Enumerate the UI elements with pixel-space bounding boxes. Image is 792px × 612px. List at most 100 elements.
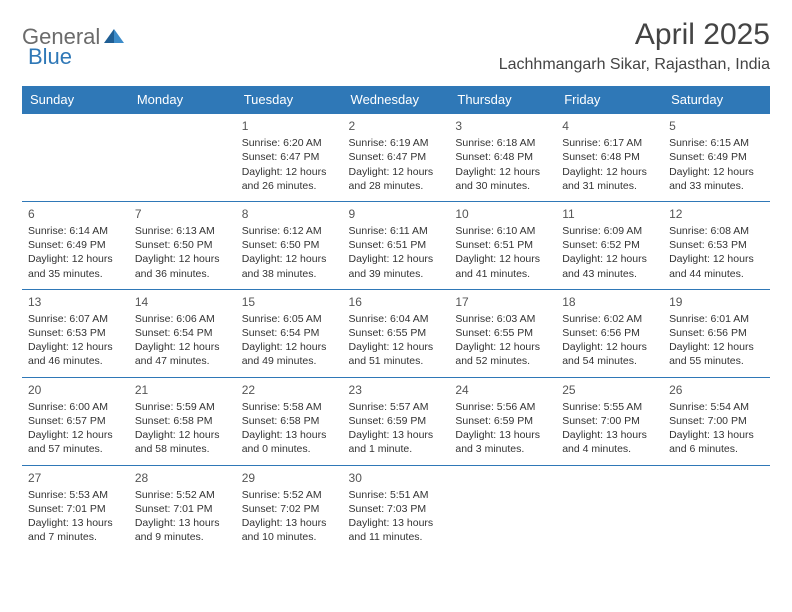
cell-line-ss: Sunset: 6:51 PM — [455, 238, 550, 252]
day-number: 16 — [349, 294, 444, 310]
cell-line-sr: Sunrise: 6:01 AM — [669, 312, 764, 326]
day-number: 9 — [349, 206, 444, 222]
cell-line-d1: Daylight: 13 hours — [135, 516, 230, 530]
day-number: 5 — [669, 118, 764, 134]
cell-line-sr: Sunrise: 6:17 AM — [562, 136, 657, 150]
calendar-cell: 24Sunrise: 5:56 AMSunset: 6:59 PMDayligh… — [449, 377, 556, 465]
cell-line-d1: Daylight: 12 hours — [349, 165, 444, 179]
calendar-cell: 9Sunrise: 6:11 AMSunset: 6:51 PMDaylight… — [343, 201, 450, 289]
calendar-cell: 6Sunrise: 6:14 AMSunset: 6:49 PMDaylight… — [22, 201, 129, 289]
calendar-cell: 26Sunrise: 5:54 AMSunset: 7:00 PMDayligh… — [663, 377, 770, 465]
calendar-cell: 15Sunrise: 6:05 AMSunset: 6:54 PMDayligh… — [236, 289, 343, 377]
day-header: Saturday — [663, 86, 770, 114]
cell-line-ss: Sunset: 6:53 PM — [28, 326, 123, 340]
cell-line-sr: Sunrise: 6:18 AM — [455, 136, 550, 150]
cell-line-d2: and 41 minutes. — [455, 267, 550, 281]
day-number: 13 — [28, 294, 123, 310]
cell-line-d2: and 4 minutes. — [562, 442, 657, 456]
cell-line-ss: Sunset: 7:03 PM — [349, 502, 444, 516]
calendar-cell: 21Sunrise: 5:59 AMSunset: 6:58 PMDayligh… — [129, 377, 236, 465]
day-number: 8 — [242, 206, 337, 222]
day-number: 15 — [242, 294, 337, 310]
day-number: 26 — [669, 382, 764, 398]
calendar-cell: 29Sunrise: 5:52 AMSunset: 7:02 PMDayligh… — [236, 465, 343, 552]
cell-line-ss: Sunset: 6:59 PM — [455, 414, 550, 428]
cell-line-sr: Sunrise: 6:08 AM — [669, 224, 764, 238]
cell-line-d1: Daylight: 13 hours — [669, 428, 764, 442]
cell-line-sr: Sunrise: 6:07 AM — [28, 312, 123, 326]
calendar-cell: 16Sunrise: 6:04 AMSunset: 6:55 PMDayligh… — [343, 289, 450, 377]
cell-line-d2: and 11 minutes. — [349, 530, 444, 544]
calendar-cell: 14Sunrise: 6:06 AMSunset: 6:54 PMDayligh… — [129, 289, 236, 377]
calendar-cell — [129, 114, 236, 202]
calendar-cell: 27Sunrise: 5:53 AMSunset: 7:01 PMDayligh… — [22, 465, 129, 552]
cell-line-d2: and 52 minutes. — [455, 354, 550, 368]
day-number: 4 — [562, 118, 657, 134]
day-header: Sunday — [22, 86, 129, 114]
cell-line-ss: Sunset: 6:47 PM — [242, 150, 337, 164]
cell-line-d2: and 51 minutes. — [349, 354, 444, 368]
cell-line-d1: Daylight: 12 hours — [28, 340, 123, 354]
cell-line-sr: Sunrise: 6:20 AM — [242, 136, 337, 150]
cell-line-d1: Daylight: 13 hours — [28, 516, 123, 530]
day-number: 7 — [135, 206, 230, 222]
calendar-cell — [663, 465, 770, 552]
calendar-cell: 7Sunrise: 6:13 AMSunset: 6:50 PMDaylight… — [129, 201, 236, 289]
cell-line-sr: Sunrise: 5:51 AM — [349, 488, 444, 502]
cell-line-d2: and 46 minutes. — [28, 354, 123, 368]
title-block: April 2025 Lachhmangarh Sikar, Rajasthan… — [499, 18, 770, 74]
cell-line-ss: Sunset: 6:48 PM — [455, 150, 550, 164]
cell-line-d2: and 10 minutes. — [242, 530, 337, 544]
cell-line-sr: Sunrise: 5:53 AM — [28, 488, 123, 502]
day-number: 23 — [349, 382, 444, 398]
cell-line-ss: Sunset: 6:56 PM — [562, 326, 657, 340]
day-number: 24 — [455, 382, 550, 398]
cell-line-d1: Daylight: 12 hours — [28, 428, 123, 442]
calendar-row: 13Sunrise: 6:07 AMSunset: 6:53 PMDayligh… — [22, 289, 770, 377]
cell-line-d2: and 38 minutes. — [242, 267, 337, 281]
cell-line-d2: and 49 minutes. — [242, 354, 337, 368]
cell-line-d2: and 7 minutes. — [28, 530, 123, 544]
cell-line-ss: Sunset: 6:49 PM — [28, 238, 123, 252]
cell-line-ss: Sunset: 6:47 PM — [349, 150, 444, 164]
cell-line-ss: Sunset: 6:56 PM — [669, 326, 764, 340]
calendar-row: 1Sunrise: 6:20 AMSunset: 6:47 PMDaylight… — [22, 114, 770, 202]
calendar-cell: 3Sunrise: 6:18 AMSunset: 6:48 PMDaylight… — [449, 114, 556, 202]
cell-line-d2: and 55 minutes. — [669, 354, 764, 368]
calendar-cell: 1Sunrise: 6:20 AMSunset: 6:47 PMDaylight… — [236, 114, 343, 202]
cell-line-d2: and 35 minutes. — [28, 267, 123, 281]
day-header: Thursday — [449, 86, 556, 114]
day-number: 14 — [135, 294, 230, 310]
calendar-cell: 28Sunrise: 5:52 AMSunset: 7:01 PMDayligh… — [129, 465, 236, 552]
cell-line-d1: Daylight: 12 hours — [455, 252, 550, 266]
cell-line-sr: Sunrise: 5:56 AM — [455, 400, 550, 414]
cell-line-d1: Daylight: 12 hours — [562, 252, 657, 266]
brand-text-2: Blue — [28, 44, 72, 69]
calendar-page: General April 2025 Lachhmangarh Sikar, R… — [0, 0, 792, 570]
day-header: Monday — [129, 86, 236, 114]
calendar-cell: 19Sunrise: 6:01 AMSunset: 6:56 PMDayligh… — [663, 289, 770, 377]
cell-line-d1: Daylight: 12 hours — [669, 340, 764, 354]
cell-line-d1: Daylight: 12 hours — [669, 252, 764, 266]
cell-line-d1: Daylight: 12 hours — [135, 428, 230, 442]
cell-line-sr: Sunrise: 5:58 AM — [242, 400, 337, 414]
cell-line-d2: and 9 minutes. — [135, 530, 230, 544]
cell-line-sr: Sunrise: 6:10 AM — [455, 224, 550, 238]
calendar-cell: 12Sunrise: 6:08 AMSunset: 6:53 PMDayligh… — [663, 201, 770, 289]
cell-line-d2: and 30 minutes. — [455, 179, 550, 193]
cell-line-ss: Sunset: 6:59 PM — [349, 414, 444, 428]
cell-line-d2: and 54 minutes. — [562, 354, 657, 368]
cell-line-d1: Daylight: 12 hours — [135, 252, 230, 266]
cell-line-d1: Daylight: 12 hours — [455, 340, 550, 354]
cell-line-ss: Sunset: 6:54 PM — [242, 326, 337, 340]
cell-line-ss: Sunset: 6:50 PM — [242, 238, 337, 252]
cell-line-d1: Daylight: 13 hours — [242, 428, 337, 442]
calendar-cell: 18Sunrise: 6:02 AMSunset: 6:56 PMDayligh… — [556, 289, 663, 377]
cell-line-d2: and 43 minutes. — [562, 267, 657, 281]
day-number: 18 — [562, 294, 657, 310]
cell-line-d1: Daylight: 12 hours — [562, 165, 657, 179]
day-number: 28 — [135, 470, 230, 486]
cell-line-sr: Sunrise: 6:19 AM — [349, 136, 444, 150]
day-number: 6 — [28, 206, 123, 222]
cell-line-d1: Daylight: 12 hours — [242, 252, 337, 266]
